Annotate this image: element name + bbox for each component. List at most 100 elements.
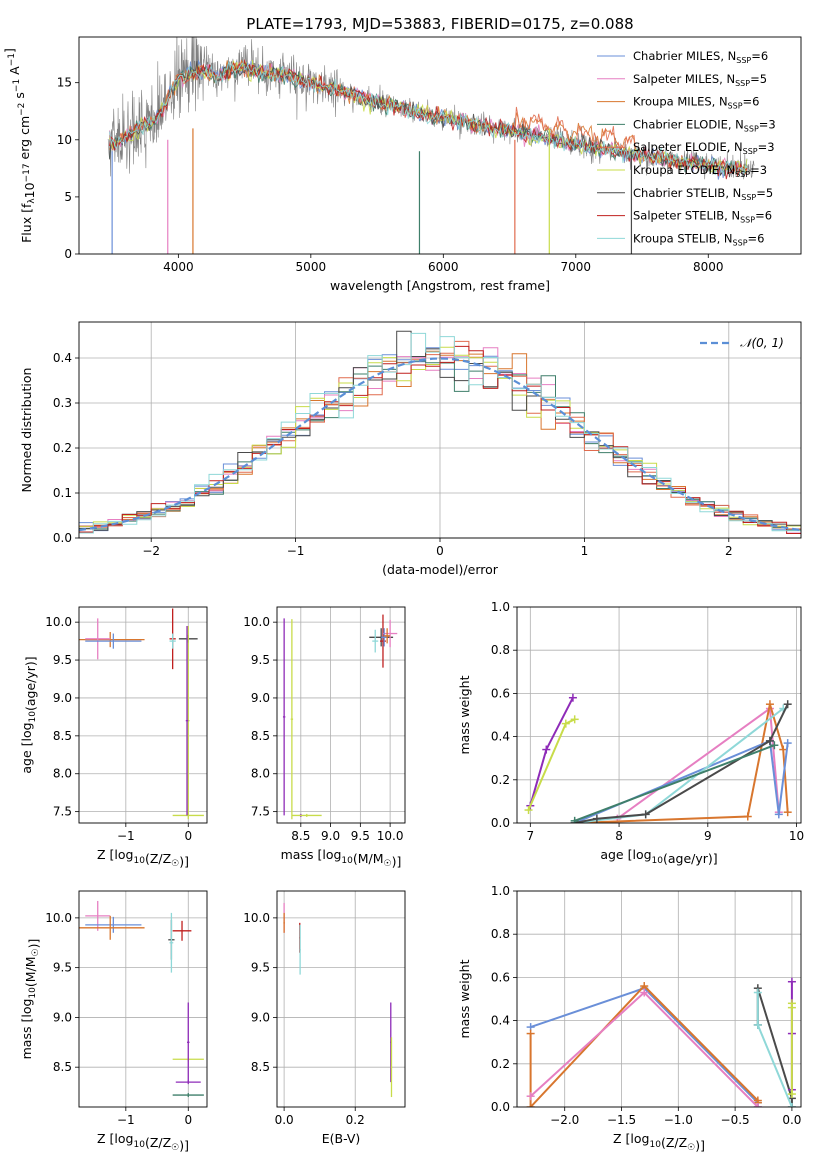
weight-marker (765, 700, 774, 709)
legend-model-name: Salpeter STELIB, N (633, 209, 740, 223)
x-axis-label: Z [log10(Z/Z☉)] (97, 1131, 189, 1153)
weight-marker (568, 693, 577, 702)
y-tick-label: 9.5 (251, 961, 270, 975)
label-part: Z [ (97, 1131, 114, 1146)
legend-subscript: SSP (736, 56, 751, 65)
plot-area (79, 608, 204, 820)
label-sup: −17 (22, 163, 32, 182)
x-tick-label: −0.5 (721, 1113, 750, 1127)
errorbar-point (381, 628, 388, 647)
x-axis-label: age [log10(age/yr)] (600, 847, 717, 866)
y-axis-label: age [log10(age/yr)] (19, 656, 38, 773)
figure-title: PLATE=1793, MJD=53883, FIBERID=0175, z=0… (246, 15, 633, 33)
y-tick-label: 0.6 (491, 686, 510, 700)
legend-entry: Kroupa STELIB, NSSP=6 (633, 231, 764, 247)
weight-series-line (756, 992, 793, 1107)
label-sub: 10 (28, 987, 38, 999)
weight-marker (640, 988, 649, 997)
x-axis-label: (data-model)/error (382, 562, 499, 577)
x-tick-label: 8.5 (291, 829, 310, 843)
errorbar-point (85, 633, 142, 649)
weight-marker (570, 816, 579, 823)
errorbar-point (384, 628, 391, 644)
label-part: (Z/Z (661, 1135, 687, 1150)
errorbar-point (175, 1080, 201, 1085)
label-part: (Z/Z (145, 1135, 171, 1150)
spectrum-panel: 4000 5000 6000 7000 8000 0 5 10 15 wavelength [An… (2, 36, 802, 293)
errorbar-point (379, 614, 386, 668)
axes-frame (516, 606, 802, 824)
x-tick-label: −1.0 (664, 1113, 693, 1127)
x-tick-label: 9.5 (351, 829, 370, 843)
weight-marker (743, 812, 752, 821)
weight-marker (641, 810, 650, 819)
weight-marker (765, 736, 774, 745)
legend-model-name: Salpeter MILES, N (633, 72, 735, 86)
weight-marker (783, 739, 792, 748)
label-part: log (114, 847, 133, 862)
y-tick-label: 0.0 (53, 531, 72, 545)
weight-series-line (574, 703, 789, 823)
x-tick-label: 0 (184, 1113, 192, 1127)
legend-entry: 𝒩(0, 1) (740, 336, 784, 350)
label-part: (data-model)/error (382, 562, 499, 577)
label-part: 10 (22, 182, 37, 198)
label-part: log (322, 847, 341, 862)
normal-reference-curve (79, 357, 801, 532)
legend-model-name: Kroupa STELIB, N (633, 231, 733, 245)
label-part: (age/yr)] (663, 851, 718, 866)
label-sub: 10 (133, 1140, 145, 1150)
legend-nssp: =5 (750, 72, 767, 86)
legend-model-name: Chabrier MILES, N (633, 49, 736, 63)
y-tick-label: 0.8 (491, 643, 510, 657)
x-tick-label: 10 (789, 829, 804, 843)
y-tick-label: 7.5 (251, 805, 270, 819)
weight-series-line (527, 718, 576, 811)
label-part: s (12, 92, 27, 103)
label-part: )] (392, 854, 402, 869)
errorbar-point (372, 629, 379, 653)
y-tick-label: 9.0 (251, 691, 270, 705)
legend-nssp: =3 (759, 117, 776, 131)
y-tick-label: 0.4 (491, 730, 510, 744)
legend-nssp: =6 (743, 95, 760, 109)
y-tick-label: 0.8 (491, 927, 510, 941)
y-tick-label: 8.0 (251, 767, 270, 781)
weight-marker (524, 806, 533, 815)
residuals-panel: −2 −1 0 1 2 0.0 0.1 0.2 0.3 0.4 (data-model)/error… (19, 321, 802, 577)
label-part: )] (179, 1138, 189, 1153)
y-axis-label: Normed distribution (19, 368, 34, 493)
label-part: Z [ (97, 847, 114, 862)
y-tick-label: 0.0 (491, 1100, 510, 1114)
weight-marker (753, 1020, 762, 1029)
weight-series-line (574, 744, 775, 822)
label-part: mass [ (19, 1018, 34, 1060)
label-sup: −1 (12, 79, 22, 92)
y-tick-label: 8.0 (53, 767, 72, 781)
legend-subscript: SSP (733, 238, 748, 247)
axes-frame (276, 890, 406, 1108)
x-tick-label: 8 (615, 829, 623, 843)
y-tick-label: 9.0 (53, 691, 72, 705)
label-sub: ☉ (687, 1143, 695, 1153)
x-tick-label: −1 (117, 1113, 135, 1127)
weight-marker (592, 814, 601, 823)
age-vs-metallicity-panel: −1 07.58.08.59.09.510.0Z [log10(Z/Z☉)]age… (19, 606, 208, 869)
legend-entry: Chabrier ELODIE, NSSP=3 (633, 117, 776, 133)
errorbar-point (185, 625, 189, 816)
y-tick-label: 0.1 (53, 486, 72, 500)
y-tick-label: 10.0 (45, 911, 72, 925)
weight-marker (783, 700, 792, 709)
x-tick-label: −1.5 (607, 1113, 636, 1127)
errorbar-point (169, 912, 174, 973)
x-axis-label: wavelength [Angstrom, rest frame] (330, 278, 550, 293)
legend-nssp: =3 (750, 163, 767, 177)
weight-marker (787, 1090, 796, 1099)
y-tick-label: 10 (57, 133, 72, 147)
plot-area (107, 37, 755, 254)
legend-model-name: Chabrier STELIB, N (633, 186, 741, 200)
axes-frame (516, 890, 802, 1108)
plot-area (283, 902, 393, 1098)
weight-marker (526, 1029, 535, 1038)
